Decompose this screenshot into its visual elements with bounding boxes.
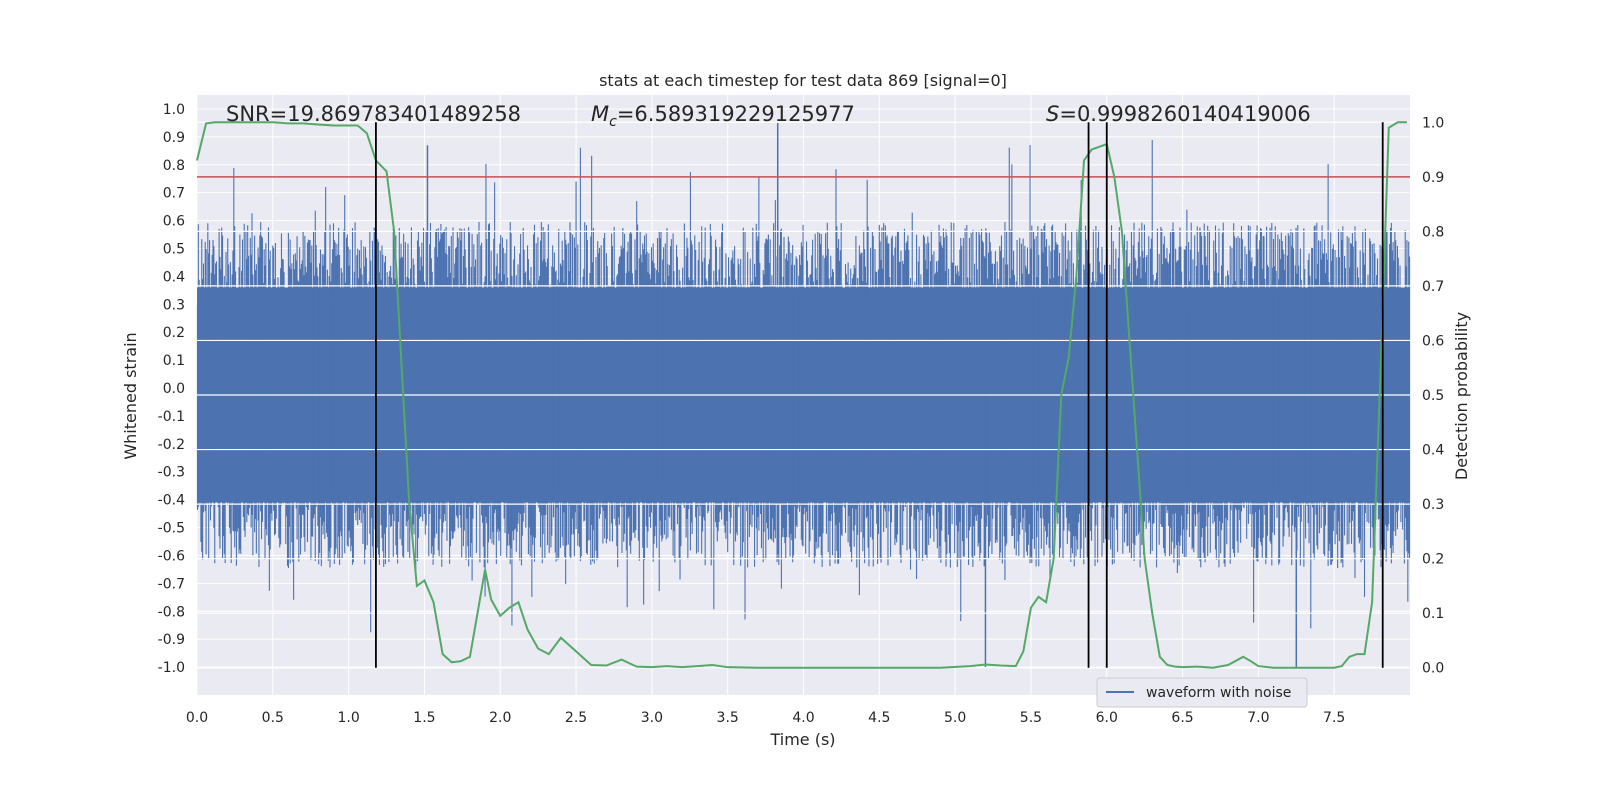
x-tick-label: 4.0 bbox=[792, 710, 814, 726]
y-left-tick-label: -0.5 bbox=[158, 521, 185, 537]
x-tick-label: 6.0 bbox=[1096, 710, 1118, 726]
chart-title: stats at each timestep for test data 869… bbox=[599, 71, 1007, 90]
right-axis-ticks: 1.0 0.9 0.8 0.7 0.6 0.5 0.4 0.3 0.2 0.1 0.0 bbox=[1422, 115, 1444, 676]
x-tick-label: 5.0 bbox=[944, 710, 966, 726]
legend: waveform with noise bbox=[1096, 677, 1308, 708]
legend-label: waveform with noise bbox=[1146, 685, 1291, 701]
x-tick-label: 0.0 bbox=[186, 710, 208, 726]
x-axis-label: Time (s) bbox=[769, 730, 835, 749]
y-left-tick-label: 0.1 bbox=[163, 353, 185, 369]
s-symbol: S bbox=[1046, 102, 1059, 126]
y-left-tick-label: 0.4 bbox=[163, 269, 185, 285]
y-right-tick-label: 0.8 bbox=[1422, 224, 1444, 240]
snr-annotation: SNR=19.869783401489258 bbox=[226, 102, 521, 126]
y-right-tick-label: 1.0 bbox=[1422, 115, 1444, 131]
y-left-tick-label: -0.2 bbox=[158, 437, 185, 453]
y-right-tick-label: 0.4 bbox=[1422, 443, 1444, 459]
y-left-tick-label: -0.1 bbox=[158, 409, 185, 425]
x-tick-label: 2.5 bbox=[565, 710, 587, 726]
x-tick-label: 1.5 bbox=[413, 710, 435, 726]
y-right-tick-label: 0.1 bbox=[1422, 606, 1444, 622]
x-tick-label: 2.0 bbox=[489, 710, 511, 726]
chirp-mass-annotation: Mc=6.589319229125977 bbox=[591, 102, 855, 130]
probability-line bbox=[196, 121, 1407, 669]
x-tick-label: 0.5 bbox=[262, 710, 284, 726]
y-left-tick-label: 0.0 bbox=[163, 381, 185, 397]
y-right-tick-label: 0.6 bbox=[1422, 333, 1444, 349]
y-right-tick-label: 0.9 bbox=[1422, 170, 1444, 186]
y-left-tick-label: -0.4 bbox=[158, 493, 185, 509]
x-tick-label: 7.0 bbox=[1247, 710, 1269, 726]
y-right-tick-label: 0.7 bbox=[1422, 279, 1444, 295]
y-left-tick-label: -0.8 bbox=[158, 604, 185, 620]
y-right-tick-label: 0.3 bbox=[1422, 497, 1444, 513]
x-tick-label: 3.0 bbox=[641, 710, 663, 726]
y-right-tick-label: 0.2 bbox=[1422, 552, 1444, 568]
detection-markers bbox=[375, 122, 1384, 668]
y-right-tick-label: 0.5 bbox=[1422, 388, 1444, 404]
legend-box bbox=[1096, 677, 1308, 708]
s-value: =0.9998260140419006 bbox=[1059, 102, 1310, 126]
s-annotation: S=0.9998260140419006 bbox=[1046, 102, 1311, 126]
y-left-tick-label: 0.6 bbox=[163, 214, 185, 230]
x-axis-ticks: 0.0 0.5 1.0 1.5 2.0 2.5 3.0 3.5 4.0 4.5 5.0 5.5 6.0 6… bbox=[186, 710, 1345, 726]
chirp-mass-symbol: M bbox=[591, 102, 609, 126]
x-tick-label: 1.0 bbox=[337, 710, 359, 726]
y-left-tick-label: -0.6 bbox=[158, 548, 185, 564]
y-left-tick-label: -1.0 bbox=[158, 660, 185, 676]
x-tick-label: 6.5 bbox=[1171, 710, 1193, 726]
y-axis-left-label: Whitened strain bbox=[121, 332, 140, 459]
chirp-mass-value: =6.589319229125977 bbox=[617, 102, 855, 126]
y-left-tick-label: 0.2 bbox=[163, 325, 185, 341]
y-left-tick-label: 1.0 bbox=[163, 102, 185, 118]
y-left-tick-label: -0.3 bbox=[158, 465, 185, 481]
y-left-tick-label: 0.3 bbox=[163, 297, 185, 313]
y-axis-right-label: Detection probability bbox=[1452, 312, 1471, 480]
x-tick-label: 3.5 bbox=[717, 710, 739, 726]
x-tick-label: 7.5 bbox=[1323, 710, 1345, 726]
x-tick-label: 5.5 bbox=[1020, 710, 1042, 726]
x-tick-label: 4.5 bbox=[868, 710, 890, 726]
y-left-tick-label: -0.7 bbox=[158, 576, 185, 592]
chirp-mass-subscript: c bbox=[609, 114, 617, 130]
y-right-tick-label: 0.0 bbox=[1422, 661, 1444, 677]
y-left-tick-label: -0.9 bbox=[158, 632, 185, 648]
left-axis-ticks: 1.0 0.9 0.8 0.7 0.6 0.5 0.4 0.3 0.2 0.1 0.0 -0.1 -0.… bbox=[158, 102, 185, 676]
y-left-tick-label: 0.9 bbox=[163, 130, 185, 146]
y-left-tick-label: 0.7 bbox=[163, 186, 185, 202]
y-left-tick-label: 0.8 bbox=[163, 158, 185, 174]
y-left-tick-label: 0.5 bbox=[163, 241, 185, 257]
